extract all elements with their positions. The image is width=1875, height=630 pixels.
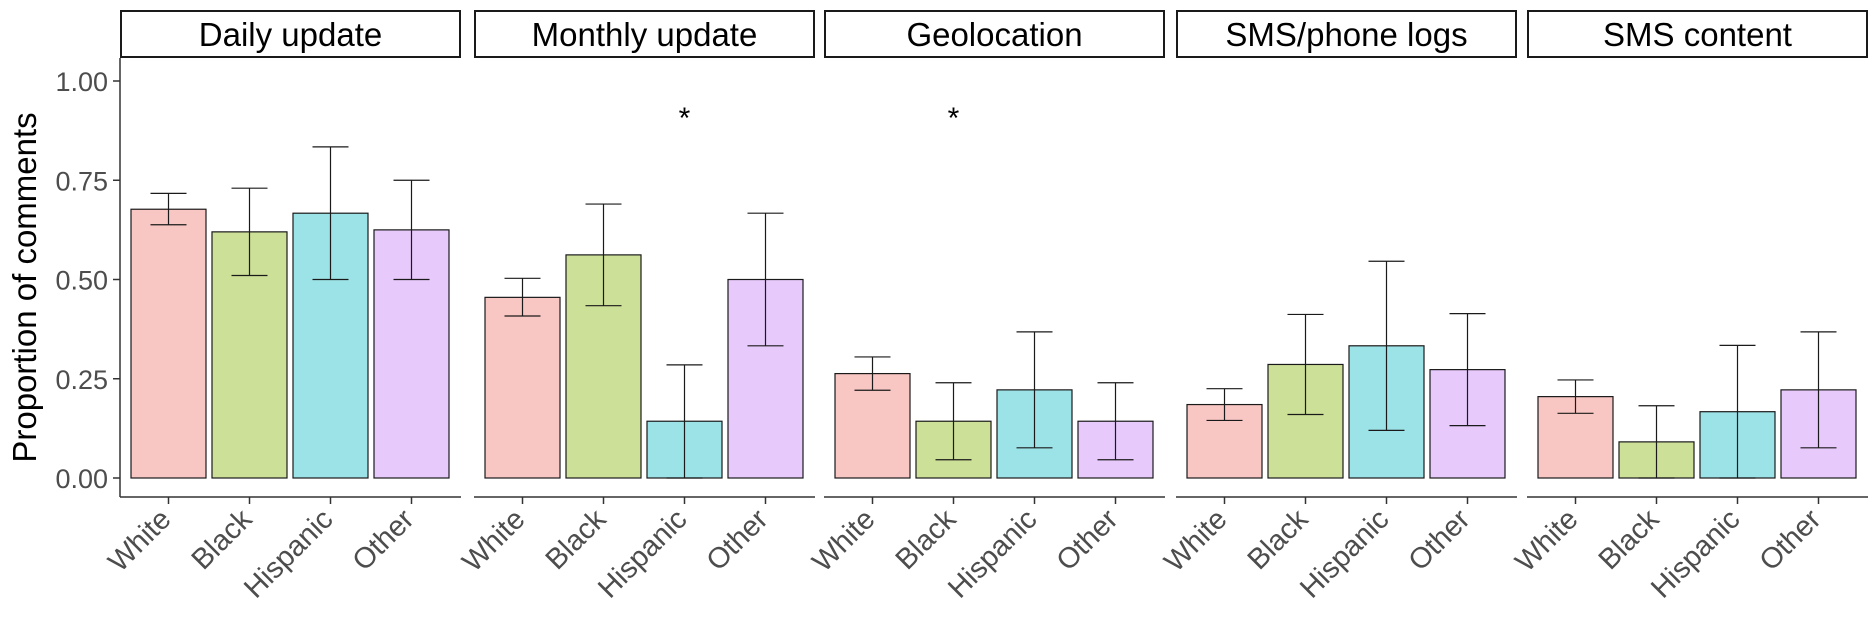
x-tick-label: White bbox=[102, 503, 177, 578]
facet-strip bbox=[824, 10, 1165, 58]
x-tick-label: Hispanic bbox=[1645, 503, 1746, 604]
x-tick-label: Black bbox=[186, 503, 259, 576]
y-tick-label: 0.50 bbox=[55, 266, 108, 296]
facet-strip bbox=[1527, 10, 1868, 58]
x-tick-label: Black bbox=[1242, 503, 1315, 576]
x-tick-label: White bbox=[806, 503, 881, 578]
facet-title: Daily update bbox=[199, 16, 382, 53]
x-tick-label: Other bbox=[347, 503, 421, 577]
x-tick-label: Other bbox=[1754, 503, 1828, 577]
facet-strip bbox=[120, 10, 461, 58]
y-tick-label: 1.00 bbox=[55, 67, 108, 97]
y-tick-label: 0.00 bbox=[55, 464, 108, 494]
significance-marker: * bbox=[679, 102, 691, 135]
facet-title: SMS/phone logs bbox=[1225, 16, 1467, 53]
x-tick-label: Black bbox=[890, 503, 963, 576]
x-tick-label: Other bbox=[701, 503, 775, 577]
x-tick-label: White bbox=[456, 503, 531, 578]
x-tick-label: White bbox=[1509, 503, 1584, 578]
bar bbox=[834, 372, 911, 479]
x-tick-label: Hispanic bbox=[592, 503, 693, 604]
y-tick-label: 0.75 bbox=[55, 166, 108, 196]
x-tick-label: Hispanic bbox=[238, 503, 339, 604]
x-tick-label: Black bbox=[540, 503, 613, 576]
significance-marker: * bbox=[948, 102, 960, 135]
x-tick-label: White bbox=[1158, 503, 1233, 578]
facet-strip bbox=[474, 10, 815, 58]
facet-title: Monthly update bbox=[532, 16, 758, 53]
bar bbox=[130, 208, 207, 479]
facet-strip bbox=[1176, 10, 1517, 58]
x-tick-label: Other bbox=[1403, 503, 1477, 577]
y-tick-label: 0.25 bbox=[55, 365, 108, 395]
x-tick-label: Black bbox=[1593, 503, 1666, 576]
x-tick-label: Other bbox=[1051, 503, 1125, 577]
x-tick-label: Hispanic bbox=[1294, 503, 1395, 604]
facet-title: Geolocation bbox=[906, 16, 1082, 53]
bar bbox=[484, 296, 561, 479]
x-tick-label: Hispanic bbox=[942, 503, 1043, 604]
y-axis-title: Proportion of comments bbox=[6, 112, 43, 462]
facet-title: SMS content bbox=[1603, 16, 1792, 53]
